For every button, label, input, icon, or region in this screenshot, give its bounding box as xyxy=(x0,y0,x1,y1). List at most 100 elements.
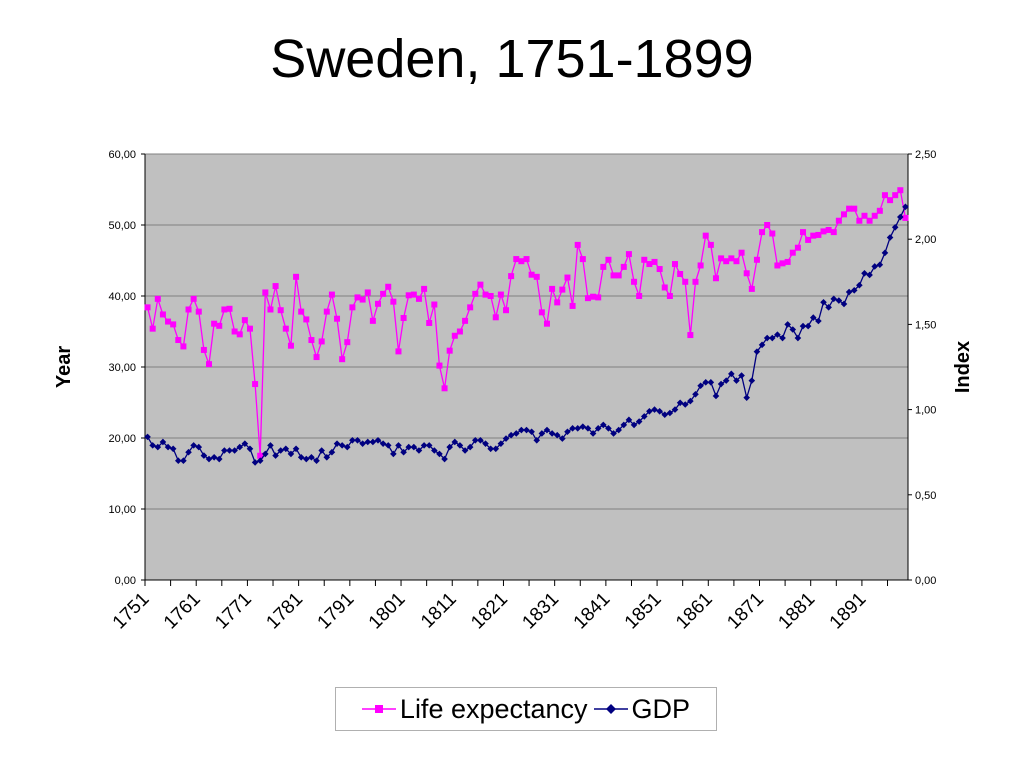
data-point-life-expectancy xyxy=(170,321,177,328)
x-tick-label: 1821 xyxy=(467,589,512,634)
data-point-life-expectancy xyxy=(840,211,847,218)
data-point-life-expectancy xyxy=(185,306,192,313)
data-point-gdp xyxy=(518,426,525,434)
data-point-life-expectancy xyxy=(154,295,161,302)
data-point-gdp xyxy=(390,450,397,458)
data-point-life-expectancy xyxy=(605,256,612,263)
right-tick-label: 1,00 xyxy=(915,405,936,417)
data-point-life-expectancy xyxy=(702,232,709,239)
data-point-life-expectancy xyxy=(503,307,510,314)
x-tick-label: 1751 xyxy=(109,589,154,634)
data-point-gdp xyxy=(210,454,218,461)
data-point-life-expectancy xyxy=(328,291,335,298)
data-point-life-expectancy xyxy=(707,241,714,248)
data-point-life-expectancy xyxy=(774,262,781,269)
data-point-gdp xyxy=(471,436,479,444)
x-tick-label: 1801 xyxy=(365,589,410,634)
data-point-life-expectancy xyxy=(718,255,725,262)
data-point-life-expectancy xyxy=(528,271,535,278)
data-point-life-expectancy xyxy=(902,214,909,221)
data-point-gdp xyxy=(743,394,750,401)
data-point-life-expectancy xyxy=(451,332,458,339)
right-tick-label: 1,50 xyxy=(915,319,936,331)
left-axis-ticks: 0,00 10,00 20,00 30,00 40,00 50,00 60,00 xyxy=(108,149,145,587)
data-point-life-expectancy xyxy=(830,229,837,236)
data-point-life-expectancy xyxy=(272,283,279,290)
data-point-life-expectancy xyxy=(656,266,663,273)
legend-item-gdp: GDP xyxy=(593,693,691,725)
x-tick-label: 1791 xyxy=(314,589,359,634)
data-point-gdp xyxy=(661,411,669,419)
x-tick-label: 1811 xyxy=(417,589,461,633)
data-point-gdp xyxy=(876,261,884,269)
left-axis-title: Year xyxy=(53,346,75,388)
data-point-life-expectancy xyxy=(446,347,453,354)
data-point-gdp xyxy=(384,442,392,449)
data-point-gdp xyxy=(282,445,290,453)
data-point-life-expectancy xyxy=(518,258,525,265)
data-point-life-expectancy xyxy=(651,258,658,265)
data-point-life-expectancy xyxy=(554,299,561,306)
data-point-gdp xyxy=(328,448,336,456)
data-point-gdp xyxy=(333,440,341,447)
data-point-life-expectancy xyxy=(252,381,259,388)
data-point-life-expectancy xyxy=(892,192,899,199)
data-point-gdp xyxy=(169,445,177,453)
data-point-life-expectancy xyxy=(415,295,422,302)
data-point-gdp xyxy=(861,269,868,277)
data-point-gdp xyxy=(717,380,725,388)
data-point-life-expectancy xyxy=(426,319,433,326)
legend-label-gdp: GDP xyxy=(631,693,691,724)
data-point-gdp xyxy=(528,428,535,436)
data-point-gdp xyxy=(497,440,505,447)
data-point-life-expectancy xyxy=(180,343,187,350)
data-point-gdp xyxy=(297,454,305,461)
data-point-gdp xyxy=(702,379,710,386)
data-point-gdp xyxy=(579,423,587,430)
data-point-gdp xyxy=(748,377,756,384)
data-point-gdp xyxy=(559,435,566,442)
data-point-gdp xyxy=(343,443,351,451)
x-tick-label: 1841 xyxy=(570,589,615,634)
data-point-life-expectancy xyxy=(641,256,648,263)
right-axis-ticks: 0,00 0,50 1,00 1,50 2,00 2,50 xyxy=(908,149,936,587)
data-point-gdp xyxy=(374,436,382,444)
data-point-gdp xyxy=(287,450,295,458)
data-point-life-expectancy xyxy=(334,315,341,322)
left-tick-label: 50,00 xyxy=(108,220,136,232)
data-point-gdp xyxy=(318,447,325,454)
data-point-gdp xyxy=(671,406,679,413)
data-point-life-expectancy xyxy=(615,272,622,279)
data-point-life-expectancy xyxy=(897,187,904,194)
right-tick-label: 0,50 xyxy=(915,490,936,502)
data-point-gdp xyxy=(292,445,300,453)
data-point-life-expectancy xyxy=(610,272,617,279)
left-tick-label: 20,00 xyxy=(108,433,136,445)
data-point-life-expectancy xyxy=(590,293,597,300)
data-point-gdp xyxy=(697,382,704,390)
data-point-gdp xyxy=(856,281,863,289)
x-tick-label: 1871 xyxy=(723,589,768,634)
data-point-gdp xyxy=(820,298,827,306)
data-point-life-expectancy xyxy=(313,354,320,361)
data-point-gdp xyxy=(267,442,274,449)
data-point-life-expectancy xyxy=(159,311,166,318)
data-point-gdp xyxy=(891,223,899,231)
data-point-life-expectancy xyxy=(318,338,325,345)
legend-swatch-life-expectancy xyxy=(361,705,396,713)
data-point-gdp xyxy=(635,418,643,425)
data-point-life-expectancy xyxy=(682,278,689,285)
data-point-gdp xyxy=(594,425,602,432)
data-point-gdp xyxy=(420,442,428,449)
data-point-gdp xyxy=(712,392,720,400)
data-point-gdp xyxy=(466,443,474,451)
data-point-gdp xyxy=(886,234,894,241)
data-point-life-expectancy xyxy=(308,337,315,344)
data-point-life-expectancy xyxy=(364,289,371,296)
data-point-life-expectancy xyxy=(477,281,484,288)
data-point-gdp xyxy=(405,443,413,451)
data-point-gdp xyxy=(768,334,776,342)
data-point-life-expectancy xyxy=(441,385,448,392)
data-point-life-expectancy xyxy=(595,294,602,301)
data-point-gdp xyxy=(564,428,571,436)
